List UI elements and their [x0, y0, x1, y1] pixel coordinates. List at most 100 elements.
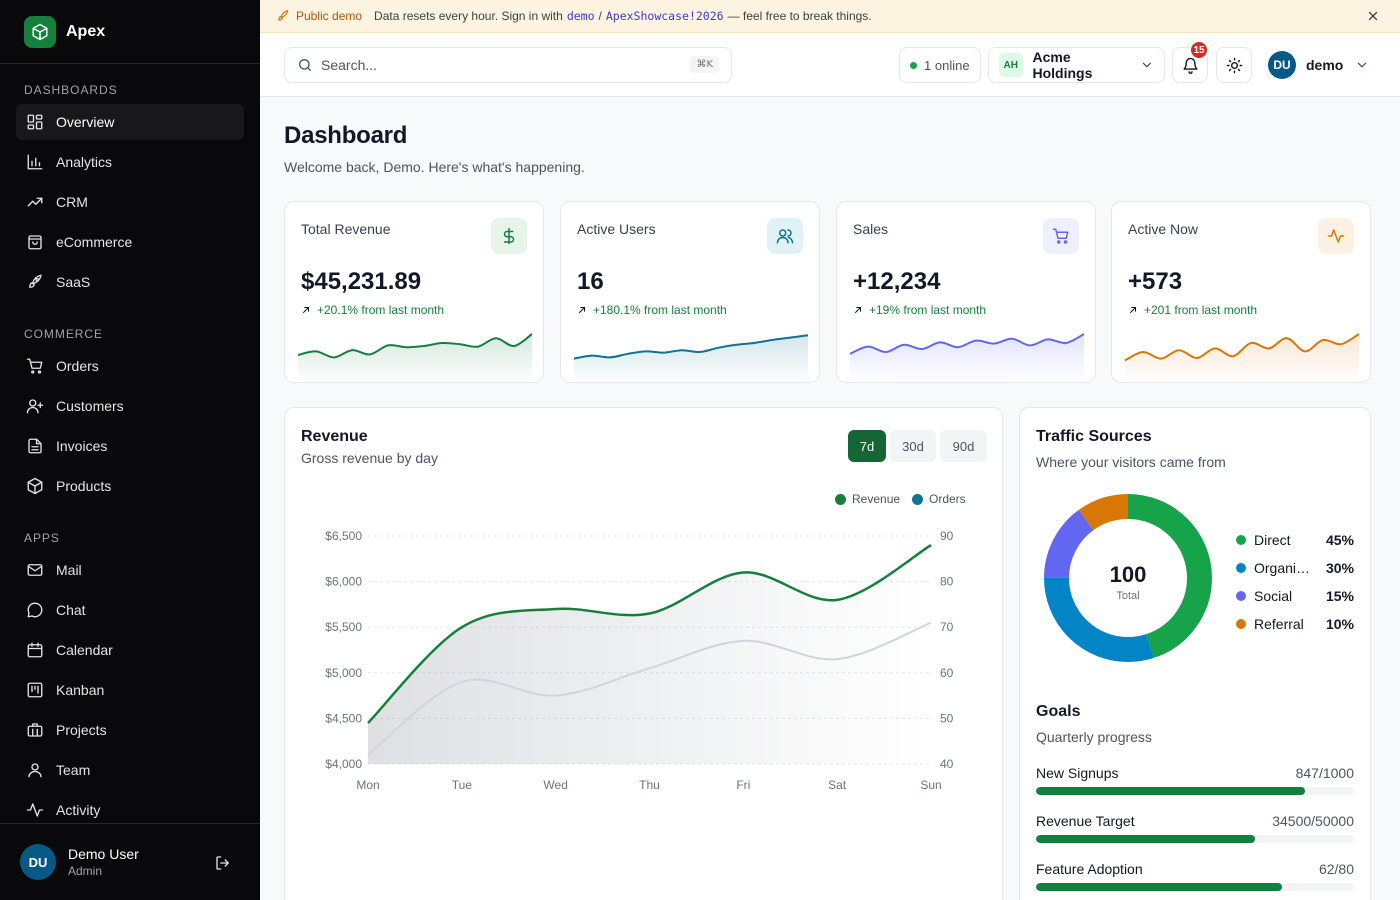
bell-icon	[1182, 57, 1198, 74]
traffic-donut-chart: 100 Total	[1044, 494, 1212, 662]
stat-title: Total Revenue	[301, 221, 391, 237]
sparkline-area	[850, 334, 1084, 382]
stat-delta-text: +180.1% from last month	[593, 303, 727, 317]
legend-revenue[interactable]: Revenue	[835, 492, 900, 506]
card-subtitle: Gross revenue by day	[301, 450, 438, 466]
sidebar-item-label: eCommerce	[56, 234, 133, 250]
range-7d-button[interactable]: 7d	[848, 430, 886, 462]
goal-revenue-target: Revenue Target 34500/50000	[1036, 813, 1354, 843]
nav-section-commerce: COMMERCE Orders Customers Invoices Produ…	[0, 324, 260, 504]
legend-label: Orders	[929, 492, 966, 506]
stat-title: Active Now	[1128, 221, 1199, 237]
sidebar-item-kanban[interactable]: Kanban	[16, 672, 244, 708]
activity-icon	[26, 803, 44, 817]
sidebar-item-crm[interactable]: CRM	[16, 184, 244, 220]
sidebar-item-projects[interactable]: Projects	[16, 712, 244, 748]
sidebar-item-analytics[interactable]: Analytics	[16, 144, 244, 180]
legend-item-direct[interactable]: Direct 45%	[1236, 530, 1354, 550]
legend-percent: 15%	[1325, 588, 1354, 604]
legend-swatch	[1236, 535, 1246, 545]
legend-name: Organic Search	[1254, 560, 1312, 576]
sidebar-item-orders[interactable]: Orders	[16, 348, 244, 384]
org-initials: AH	[999, 53, 1023, 77]
sidebar-item-label: CRM	[56, 194, 88, 210]
sparkline-area	[298, 334, 532, 382]
legend-name: Referral	[1254, 616, 1304, 632]
card-subtitle: Where your visitors came from	[1036, 454, 1226, 470]
sidebar-item-mail[interactable]: Mail	[16, 552, 244, 588]
goal-new-signups: New Signups 847/1000	[1036, 765, 1354, 795]
legend-percent: 45%	[1325, 532, 1354, 548]
sidebar-item-team[interactable]: Team	[16, 752, 244, 788]
sidebar-item-label: Orders	[56, 358, 99, 374]
goal-progress-bar	[1036, 787, 1354, 795]
pulse-icon	[1318, 218, 1354, 254]
search-input[interactable]	[321, 57, 661, 73]
x-tick-label: Sat	[828, 778, 847, 792]
online-count: 1	[924, 57, 932, 73]
nav-heading: APPS	[24, 531, 60, 545]
app-name: Apex	[66, 22, 106, 40]
y-left-tick-label: $5,500	[325, 620, 362, 634]
sidebar-item-invoices[interactable]: Invoices	[16, 428, 244, 464]
avatar[interactable]: DU	[20, 844, 56, 880]
legend-item-referral[interactable]: Referral 10%	[1236, 614, 1354, 634]
y-left-tick-label: $6,000	[325, 575, 362, 589]
stat-delta-text: +201 from last month	[1144, 303, 1258, 317]
cart-icon	[1043, 218, 1079, 254]
search-box[interactable]: ⌘K	[284, 47, 732, 83]
sidebar-item-label: Calendar	[56, 642, 113, 658]
sidebar-item-label: SaaS	[56, 274, 91, 290]
logout-button[interactable]	[214, 854, 232, 875]
x-tick-label: Thu	[639, 778, 660, 792]
donut-slice[interactable]	[1044, 494, 1212, 662]
topbar: ⌘K 1 online AH Acme Holdings 15 DU demo	[260, 33, 1400, 97]
page-subtitle: Welcome back, Demo. Here's what's happen…	[284, 159, 585, 175]
revenue-card: Revenue Gross revenue by day 7d 30d 90d …	[284, 407, 1003, 900]
close-banner-button[interactable]	[1366, 9, 1380, 26]
donut-total: 100	[1110, 562, 1147, 587]
sidebar-item-overview[interactable]: Overview	[16, 104, 244, 140]
range-30d-button[interactable]: 30d	[890, 430, 936, 462]
sidebar: Apex DASHBOARDS Overview Analytics CRM e…	[0, 0, 260, 900]
stat-delta: +19% from last month	[853, 303, 986, 317]
donut-slice[interactable]	[1044, 494, 1212, 662]
trending-up-icon	[27, 197, 43, 207]
chevron-down-icon	[1143, 62, 1152, 68]
sidebar-item-chat[interactable]: Chat	[16, 592, 244, 628]
goal-feature-adoption: Feature Adoption 62/80	[1036, 861, 1354, 891]
sidebar-item-saas[interactable]: SaaS	[16, 264, 244, 300]
rocket-icon	[29, 274, 42, 288]
sidebar-item-label: Team	[56, 762, 91, 778]
theme-toggle-button[interactable]	[1216, 47, 1252, 83]
search-shortcut: ⌘K	[690, 56, 719, 73]
stat-value: +573	[1128, 268, 1183, 295]
range-90d-button[interactable]: 90d	[940, 430, 987, 462]
legend-item-social[interactable]: Social 15%	[1236, 586, 1354, 606]
sidebar-item-customers[interactable]: Customers	[16, 388, 244, 424]
sidebar-user: DU Demo User Admin	[0, 823, 260, 900]
stat-value: $45,231.89	[301, 268, 422, 295]
sun-icon	[1226, 57, 1242, 73]
card-title: Traffic Sources	[1036, 428, 1152, 445]
sidebar-item-calendar[interactable]: Calendar	[16, 632, 244, 668]
logout-icon	[216, 856, 229, 870]
legend-percent: 10%	[1325, 616, 1354, 632]
user-menu[interactable]: DU demo	[1268, 51, 1369, 79]
notifications-button[interactable]: 15	[1172, 40, 1209, 83]
revenue-series-line	[367, 544, 932, 724]
revenue-chart: $4,000 $4,500 $5,000 $5,500 $6,000 $6,500 40 50…	[325, 529, 954, 792]
goal-name: Revenue Target	[1036, 813, 1135, 829]
y-right-tick-label: 60	[940, 666, 954, 680]
brand[interactable]: Apex	[0, 0, 260, 64]
legend-orders[interactable]: Orders	[912, 492, 966, 506]
close-icon	[1368, 11, 1378, 21]
org-switcher[interactable]: AH Acme Holdings	[988, 47, 1165, 83]
sidebar-item-activity[interactable]: Activity	[16, 792, 244, 828]
sidebar-item-ecommerce[interactable]: eCommerce	[16, 224, 244, 260]
nav-heading: COMMERCE	[24, 327, 104, 341]
legend-item-organic[interactable]: Organic Search 30%	[1236, 558, 1354, 578]
goals-title: Goals	[1036, 703, 1081, 720]
sidebar-item-products[interactable]: Products	[16, 468, 244, 504]
chevron-down-icon	[1358, 62, 1367, 68]
